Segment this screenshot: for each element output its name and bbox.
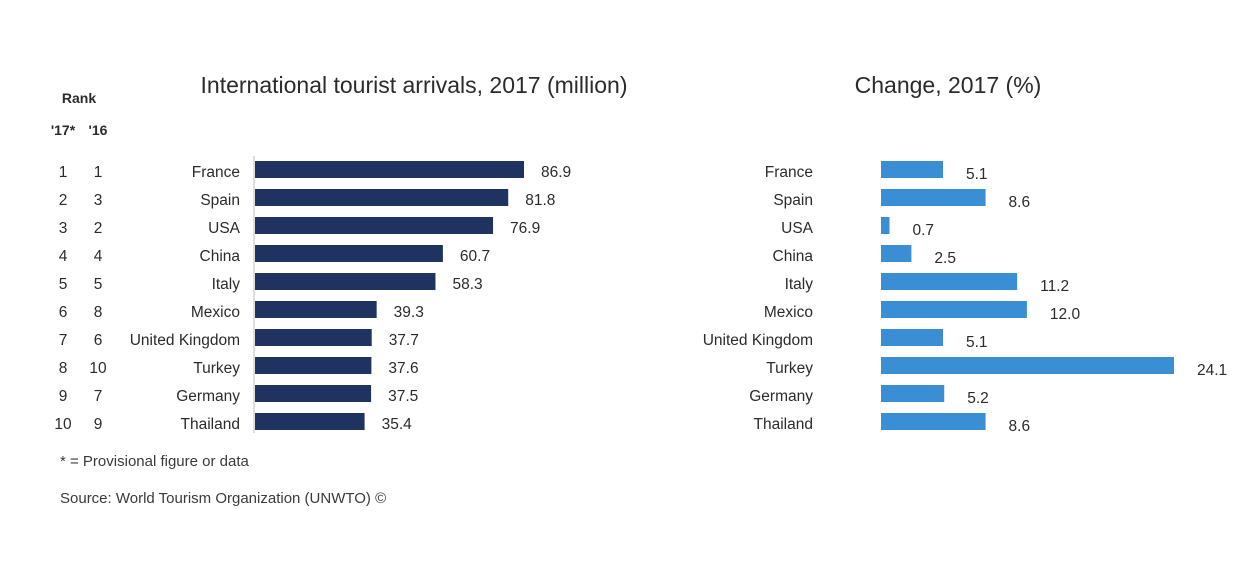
arrivals-value-label: 39.3 [394,304,424,321]
change-value-label: 2.5 [934,250,956,267]
rank-2016-value: 1 [94,164,103,181]
rank-2017-value: 9 [59,388,68,405]
rank-2017-value: 3 [59,220,68,237]
arrivals-value-label: 37.6 [388,360,418,377]
change-bar [881,329,944,346]
arrivals-value-label: 60.7 [460,248,490,265]
arrivals-value-label: 76.9 [510,220,540,237]
arrivals-bar [255,301,377,318]
arrivals-category-label: USA [208,220,241,237]
rank-2017-value: 4 [59,248,68,265]
rank-2017-value: 7 [59,332,68,349]
rank-2016-value: 5 [94,276,103,293]
arrivals-bar [255,217,494,234]
change-bar [881,357,1174,374]
rank-2016-value: 3 [94,192,103,209]
change-bar [881,301,1027,318]
rank-2016-value: 6 [94,332,103,349]
change-category-label: France [765,164,813,181]
arrivals-value-label: 86.9 [541,164,571,181]
change-chart-title: Change, 2017 (%) [855,72,1042,98]
change-category-label: Germany [749,388,813,405]
change-value-label: 5.1 [966,334,988,351]
change-chart: France 5.1 Spain 8.6 USA 0.7 China 2.5 Italy 11.2… [703,161,1227,435]
change-category-label: Italy [785,276,814,293]
arrivals-bar [255,189,509,206]
rank-2017-value: 8 [59,360,68,377]
change-category-label: Spain [773,192,813,209]
change-category-label: Thailand [754,416,813,433]
arrivals-category-label: Turkey [193,360,240,377]
arrivals-category-label: Spain [200,192,240,209]
arrivals-category-label: United Kingdom [130,332,240,349]
arrivals-value-label: 37.7 [389,332,419,349]
change-bar [881,189,986,206]
arrivals-bar [255,357,372,374]
rank-2017-value: 5 [59,276,68,293]
arrivals-bar [255,245,443,262]
change-category-label: Mexico [764,304,813,321]
arrivals-bar [255,161,524,178]
change-bar [881,161,944,178]
arrivals-value-label: 37.5 [388,388,418,405]
rank-header: Rank [62,90,96,106]
change-value-label: 11.2 [1040,278,1069,295]
provisional-footnote: * = Provisional figure or data [60,453,250,470]
arrivals-bar [255,385,372,402]
change-bar [881,273,1018,290]
change-bar [881,245,912,262]
rank-2016-value: 9 [94,416,103,433]
change-bar [881,385,945,402]
change-category-label: United Kingdom [703,332,813,349]
arrivals-value-label: 35.4 [382,416,413,433]
arrivals-value-label: 58.3 [452,276,482,293]
arrivals-bar [255,273,436,290]
arrivals-category-label: France [192,164,240,181]
arrivals-category-label: China [200,248,241,265]
arrivals-category-label: Thailand [181,416,240,433]
change-category-label: Turkey [766,360,813,377]
rank-2016-header: '16 [89,122,108,138]
arrivals-category-label: Germany [176,388,240,405]
arrivals-chart-title: International tourist arrivals, 2017 (mi… [201,72,628,98]
source-footnote: Source: World Tourism Organization (UNWT… [60,490,386,507]
arrivals-bar [255,413,365,430]
arrivals-bar [255,329,372,346]
rank-2016-value: 2 [94,220,103,237]
change-value-label: 0.7 [913,222,935,239]
change-value-label: 12.0 [1050,306,1081,323]
change-value-label: 5.2 [967,390,989,407]
rank-2017-value: 10 [54,416,72,433]
arrivals-category-label: Italy [212,276,241,293]
rank-2017-header: '17* [51,122,76,138]
change-bar [881,413,986,430]
change-value-label: 8.6 [1009,194,1031,211]
change-category-label: China [773,248,814,265]
change-bar [881,217,890,234]
rank-2017-value: 1 [59,164,68,181]
change-value-label: 24.1 [1197,362,1227,379]
arrivals-category-label: Mexico [191,304,240,321]
rank-2016-value: 8 [94,304,103,321]
arrivals-value-label: 81.8 [525,192,555,209]
rank-2016-value: 7 [94,388,103,405]
change-value-label: 5.1 [966,166,988,183]
rank-2016-value: 10 [89,360,107,377]
rank-2017-value: 6 [59,304,68,321]
rank-2016-value: 4 [94,248,103,265]
arrivals-chart: 1 1 France 86.9 2 3 Spain 81.8 3 2 USA 76.9 4 4 China 6… [54,161,571,433]
change-value-label: 8.6 [1009,418,1031,435]
rank-2017-value: 2 [59,192,68,209]
change-category-label: USA [781,220,814,237]
